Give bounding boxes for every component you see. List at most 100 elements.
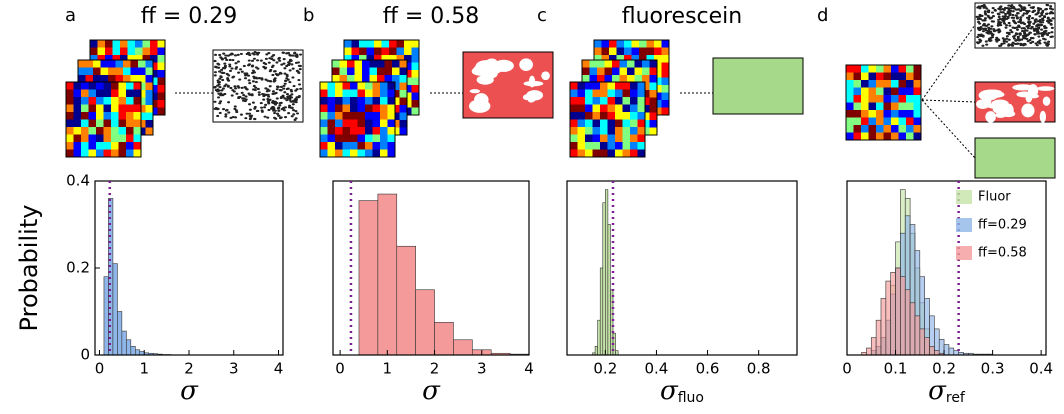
texture-dot [1040,13,1044,17]
mosaic-cell [365,134,373,143]
hist-bar [953,350,959,356]
mosaic-cell [898,132,907,141]
texture-dot [982,19,986,22]
mosaic-cell [342,127,351,135]
texture-dot [985,43,989,46]
mosaic-cell [100,60,109,68]
texture-dot [1007,38,1011,41]
texture-dot [989,36,993,39]
axes-frame [332,180,530,356]
texture-dot [1007,21,1011,25]
texture-dot [278,104,282,107]
texture-dot [246,74,250,77]
mosaic-cell [906,65,914,73]
x-tick-label: 0.6 [696,360,720,378]
texture-dot [1046,33,1050,37]
texture-dot [227,101,231,104]
mosaic-cell [126,119,134,128]
texture-dot [254,86,258,89]
texture-dot [216,79,220,82]
texture-dot [984,40,988,43]
mosaic-cell [157,62,166,71]
texture-dot [247,92,251,95]
mosaic-cell [630,142,638,150]
mosaic-cell [627,67,635,76]
mosaic-cell [88,104,97,113]
mosaic-cell [372,127,381,135]
texture-dot [242,64,246,68]
mosaic-cell [913,117,922,126]
texture-dot [1031,37,1035,40]
mosaic-cell [615,149,623,158]
mosaic-cell [399,120,408,128]
mosaic-cell [350,82,358,90]
texture-dot [233,85,237,88]
texture-dot [233,107,237,110]
mosaic-cell [631,47,640,56]
mosaic-cell [570,119,578,128]
mosaic-cell [365,149,373,158]
texture-dot [999,44,1003,47]
texture-dot [1033,18,1037,22]
texture-dot [213,59,217,63]
mosaic-cell [654,40,662,48]
fluorescein-box [974,137,1056,179]
mosaic-cell [118,97,127,105]
mosaic-cell [600,142,608,150]
texture-dot [1047,40,1051,43]
texture-dot [1033,33,1037,36]
hist-bar [134,349,141,356]
mosaic-cell [404,92,412,101]
mosaic-cell [637,142,646,150]
mosaic-cell [327,142,336,150]
texture-dot [997,13,1001,16]
mosaic-cell [320,142,328,150]
texture-dot [1041,17,1045,20]
mosaic-cell [350,134,358,143]
texture-dot [231,58,235,62]
mosaic-cell [619,60,628,68]
texture-dot [1018,38,1022,41]
texture-dot [293,52,297,55]
mosaic-cell [577,119,586,128]
texture-dot [1033,20,1037,24]
mosaic-cell [96,89,104,98]
mosaic-cell [913,110,922,118]
mosaic-cell [73,97,82,105]
texture-dot [1019,16,1023,19]
texture-dot [219,92,223,95]
connector [921,99,976,103]
texture-dot [1009,29,1013,32]
mosaic-cell [81,134,89,143]
mosaic-cell [88,112,97,120]
mosaic-cell [350,112,358,120]
texture-dot [271,90,275,93]
texture-dot [1018,4,1022,7]
texture-dot [978,15,982,18]
mosaic-cell [585,104,593,113]
texture-dot [239,68,243,71]
texture-dot [213,74,217,77]
texture-dot [1015,28,1019,31]
mosaic-cell [411,85,420,93]
texture-dot [1012,37,1016,40]
y-axis-label: Probability [15,205,43,332]
texture-dot [1041,11,1045,14]
texture-dot [987,23,991,26]
texture-dot [260,106,264,109]
mosaic-cell [607,119,616,128]
texture-dot [218,77,222,80]
texture-dot [1011,13,1015,17]
hist-bar [875,319,882,356]
mosaic-cell [868,80,877,88]
texture-dot [998,8,1002,11]
mosaic-cell [913,80,922,88]
mosaic-cell [357,112,366,120]
texture-dot [234,116,238,119]
mosaic-cell [133,149,142,158]
mosaic-cell [157,92,166,101]
texture-dot [220,57,224,60]
hist-bar [895,267,901,356]
mosaic-cell [600,119,608,128]
texture-dot [1028,31,1032,34]
